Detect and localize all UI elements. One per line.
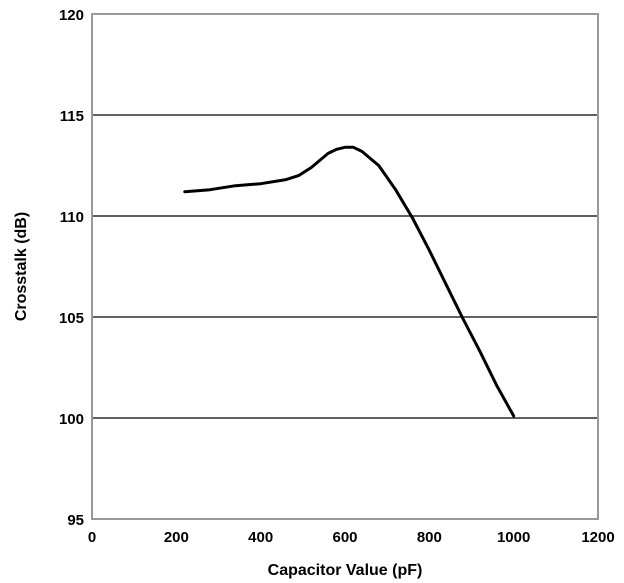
x-tick-label: 200 <box>164 529 189 546</box>
x-tick-label: 0 <box>88 529 96 546</box>
plot-frame <box>91 13 599 520</box>
x-axis-title: Capacitor Value (pF) <box>268 562 423 579</box>
x-tick-label: 1200 <box>581 529 614 546</box>
y-tick-label: 120 <box>59 7 84 24</box>
x-tick-label: 800 <box>417 529 442 546</box>
y-tick-labels: 95 100 105 110 115 120 <box>59 7 84 529</box>
y-tick-label: 110 <box>60 209 84 226</box>
y-tick-label: 105 <box>59 310 84 327</box>
y-tick-label: 115 <box>60 108 84 125</box>
series-line <box>183 145 516 418</box>
grid-lines <box>92 114 598 419</box>
y-tick-label: 95 <box>67 512 84 529</box>
x-tick-labels: 0 200 400 600 800 1000 1200 <box>88 529 615 546</box>
x-tick-label: 1000 <box>497 529 530 546</box>
x-tick-label: 600 <box>332 529 357 546</box>
y-tick-label: 100 <box>59 411 84 428</box>
x-tick-label: 400 <box>248 529 273 546</box>
y-axis-title: Crosstalk (dB) <box>13 212 30 321</box>
